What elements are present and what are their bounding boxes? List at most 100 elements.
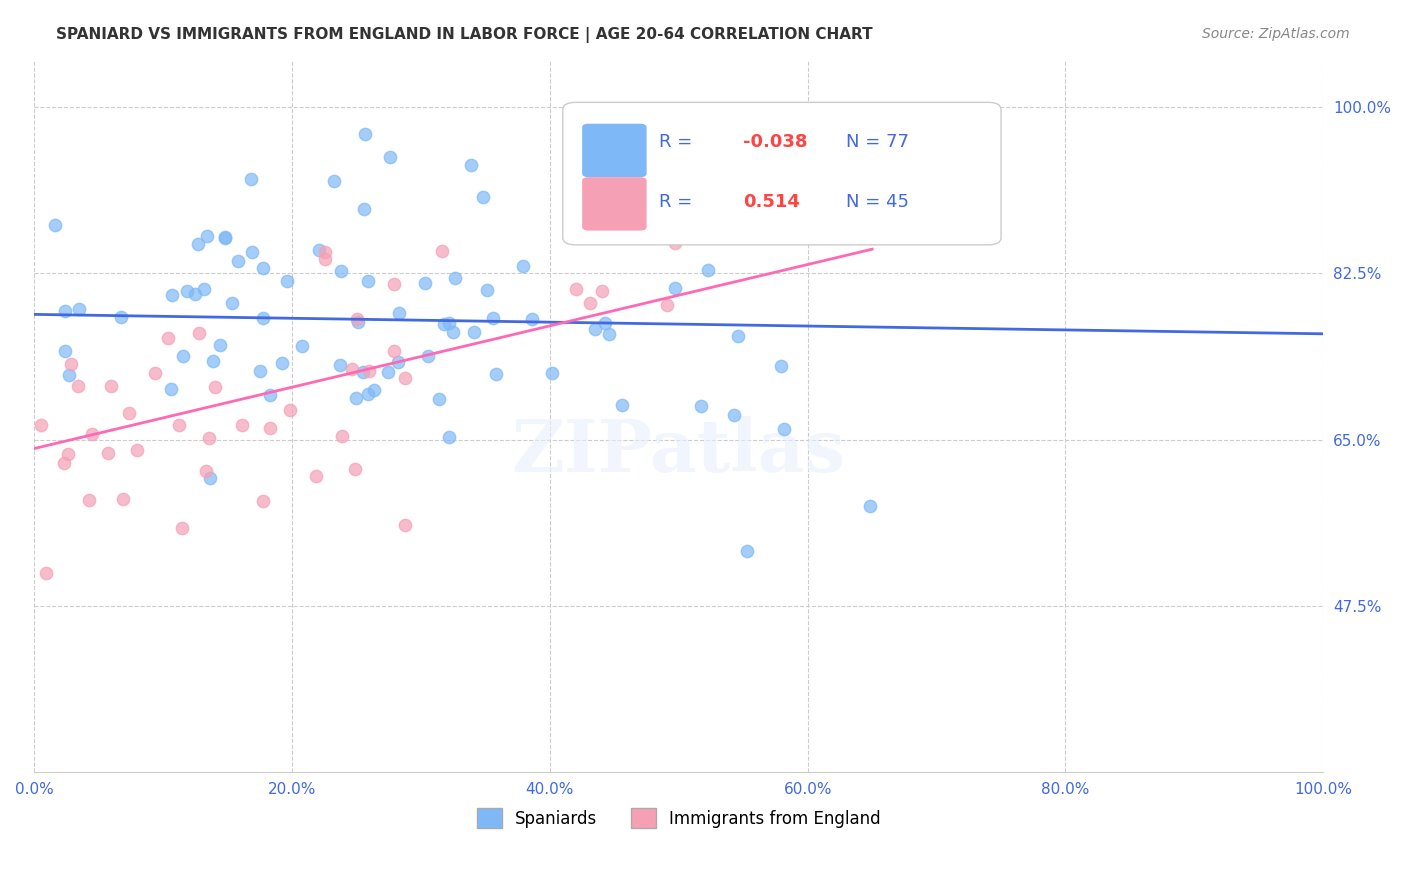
Point — [356, 274, 378, 288]
Point — [471, 189, 494, 203]
Point — [280, 402, 302, 417]
Point — [252, 261, 274, 276]
Text: SPANIARD VS IMMIGRANTS FROM ENGLAND IN LABOR FORCE | AGE 20-64 CORRELATION CHART: SPANIARD VS IMMIGRANTS FROM ENGLAND IN L… — [56, 27, 873, 43]
Point — [612, 398, 634, 412]
Text: 0.514: 0.514 — [744, 193, 800, 211]
Point — [53, 304, 76, 318]
Point — [239, 172, 262, 186]
Point — [727, 329, 749, 343]
Point — [304, 468, 326, 483]
Point — [176, 284, 198, 298]
Point — [259, 421, 281, 435]
Point — [197, 431, 219, 445]
Text: ZIPatlas: ZIPatlas — [512, 416, 846, 487]
Point — [308, 243, 330, 257]
Point — [291, 339, 314, 353]
Point — [859, 500, 882, 514]
Point — [598, 327, 620, 342]
Point — [249, 364, 271, 378]
Point — [441, 326, 464, 340]
Point — [35, 566, 58, 581]
Point — [540, 366, 562, 380]
Point — [773, 422, 796, 436]
Point — [252, 311, 274, 326]
Point — [170, 521, 193, 535]
Point — [172, 349, 194, 363]
Point — [463, 326, 485, 340]
Point — [118, 406, 141, 420]
Point — [482, 311, 505, 326]
Point — [427, 392, 450, 406]
Point — [30, 418, 52, 433]
Point — [110, 310, 132, 325]
Point — [226, 254, 249, 268]
Point — [460, 158, 482, 172]
Point — [167, 417, 190, 432]
Point — [66, 379, 89, 393]
Point — [214, 231, 236, 245]
Text: R =: R = — [659, 133, 699, 151]
Point — [184, 287, 207, 301]
Point — [363, 384, 385, 398]
Point — [591, 284, 613, 298]
Point — [657, 298, 679, 312]
Point — [125, 443, 148, 458]
Point — [388, 306, 411, 320]
Point — [430, 244, 453, 258]
Point — [484, 367, 506, 381]
Point — [187, 237, 209, 252]
Point — [664, 236, 686, 251]
Point — [735, 543, 758, 558]
Point — [55, 343, 77, 358]
Point — [60, 357, 83, 371]
Point — [357, 387, 380, 401]
Point — [579, 296, 602, 310]
Point — [240, 245, 263, 260]
Point — [156, 331, 179, 345]
Point — [208, 338, 231, 352]
Point — [770, 359, 793, 373]
Point — [195, 464, 218, 478]
Point — [382, 277, 405, 291]
Point — [444, 271, 467, 285]
Point — [394, 518, 416, 533]
Point — [67, 302, 90, 317]
FancyBboxPatch shape — [562, 103, 1001, 244]
Point — [475, 283, 498, 297]
Text: -0.038: -0.038 — [744, 133, 808, 151]
Point — [377, 364, 399, 378]
Point — [416, 349, 439, 363]
Point — [160, 287, 183, 301]
Point — [595, 316, 617, 330]
Point — [214, 230, 236, 244]
Point — [803, 199, 825, 213]
Point — [145, 366, 167, 380]
Point — [328, 358, 350, 372]
Point — [346, 312, 368, 326]
Point — [512, 259, 534, 273]
Point — [344, 391, 367, 405]
Point — [690, 399, 713, 413]
Point — [201, 354, 224, 368]
Point — [387, 355, 409, 369]
Point — [675, 185, 697, 199]
Text: N = 77: N = 77 — [846, 133, 910, 151]
Point — [727, 230, 749, 244]
Point — [259, 387, 281, 401]
Point — [378, 150, 401, 164]
Point — [520, 312, 543, 326]
Point — [100, 379, 122, 393]
Point — [382, 344, 405, 359]
Point — [359, 364, 381, 378]
Point — [314, 245, 336, 260]
Point — [56, 447, 79, 461]
Point — [697, 263, 720, 277]
Text: R =: R = — [659, 193, 699, 211]
Point — [340, 362, 363, 376]
Point — [111, 492, 134, 507]
Point — [271, 356, 294, 370]
Point — [252, 493, 274, 508]
Point — [433, 318, 456, 332]
Text: N = 45: N = 45 — [846, 193, 910, 211]
FancyBboxPatch shape — [582, 124, 647, 178]
